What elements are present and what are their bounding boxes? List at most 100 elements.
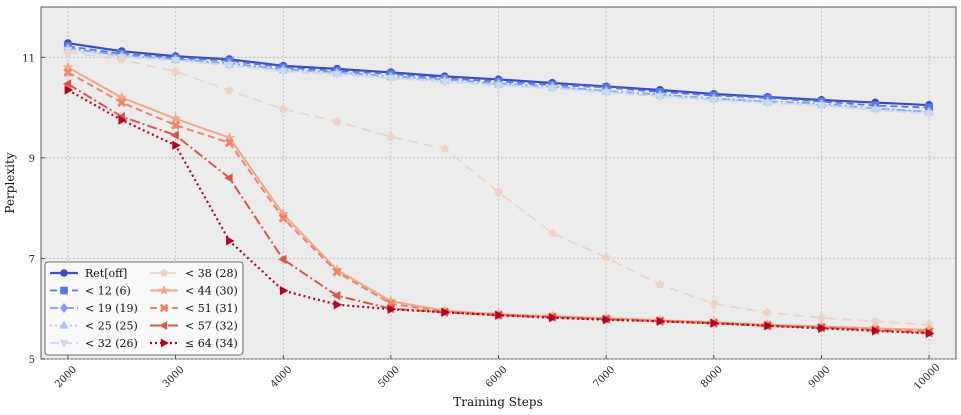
data-point [59,320,69,329]
legend-entry: < 57 (32) [150,320,238,333]
data-point [223,131,235,143]
legend-label: < 25 (25) [85,320,138,333]
data-point [159,268,169,277]
x-tick-label: 4000 [269,364,295,390]
data-point [170,57,181,66]
legend-entry: < 38 (28) [150,267,238,280]
data-point [172,140,181,150]
data-point [818,323,827,333]
data-point [441,307,450,317]
data-point [159,321,168,330]
data-point [278,68,288,77]
data-point [224,173,233,183]
legend: Ret[off] < 12 (6) < 19 (19) < 25 (25) < 32 (… [44,261,244,356]
x-tick-label: 5000 [376,364,402,390]
data-point [118,115,127,125]
data-point [279,285,289,296]
y-tick-label: 11 [22,53,35,64]
data-point [925,328,935,338]
legend-label: < 19 (19) [85,302,138,315]
data-point [549,313,558,323]
data-point [710,318,719,328]
data-point [59,339,69,348]
data-point [60,269,68,277]
data-point [225,86,234,95]
data-point [278,104,288,113]
data-point [117,98,127,108]
legend-entry: < 12 (6) [50,285,131,298]
data-point [332,117,342,126]
data-point [548,228,557,237]
data-point [116,91,128,103]
x-tick-label: 9000 [807,364,833,390]
data-point [64,85,74,95]
data-point [62,79,72,89]
legend-box [44,261,244,356]
legend-label: < 57 (32) [185,320,238,333]
data-point [601,252,611,262]
x-tick-label: 10000 [912,362,942,392]
data-point [386,75,396,84]
legend-label: Ret[off] [85,267,127,280]
data-point [117,55,126,64]
legend-label: < 51 (31) [185,302,238,315]
legend-entry: ≤ 64 (34) [150,337,238,350]
data-point [655,93,665,102]
x-tick-label: 7000 [591,364,617,390]
x-axis-title: Training Steps [453,395,543,409]
data-point [440,78,450,88]
data-point [62,61,74,73]
data-point [709,299,719,308]
data-point [495,310,504,320]
data-point [871,326,881,336]
data-point [602,315,612,325]
series-line [67,51,930,326]
legend-label: ≤ 64 (34) [185,337,238,350]
data-point [331,291,341,301]
legend-label: < 12 (6) [85,285,131,298]
data-point [224,62,235,71]
legend-label: < 44 (30) [185,285,238,298]
data-point [159,303,169,313]
series-lines [62,39,935,338]
series [63,47,934,329]
x-tick-label: 8000 [699,364,725,390]
legend-entry: < 44 (30) [150,285,238,298]
data-point [277,208,289,219]
legend-entry: Ret[off] [50,267,127,280]
legend-label: < 32 (26) [85,337,138,350]
data-point [60,302,68,314]
data-point [709,96,719,106]
y-tick-label: 9 [29,154,35,165]
data-point [226,236,235,246]
data-point [171,66,180,75]
data-point [278,213,288,223]
data-point [332,71,342,80]
legend-entry: < 51 (31) [150,302,238,315]
data-point [387,304,397,314]
x-tick-label: 3000 [161,364,187,390]
legend-entry: < 19 (19) [50,302,138,315]
data-point [816,102,827,111]
data-point [171,120,181,130]
data-point [656,316,666,326]
data-point [386,132,396,141]
data-point [224,138,234,148]
legend-entry: < 32 (26) [50,337,138,350]
data-point [160,338,169,348]
data-point [924,110,934,119]
series-line [67,83,930,334]
data-point [493,82,504,91]
data-point [601,89,611,98]
data-point [494,187,503,196]
data-point [170,130,179,140]
data-point [763,308,772,317]
data-point [63,67,73,77]
x-tick-label: 2000 [53,364,79,390]
series [64,85,935,338]
data-point [332,267,342,277]
y-tick-label: 5 [29,355,35,366]
data-point [60,286,68,295]
data-point [278,254,287,265]
